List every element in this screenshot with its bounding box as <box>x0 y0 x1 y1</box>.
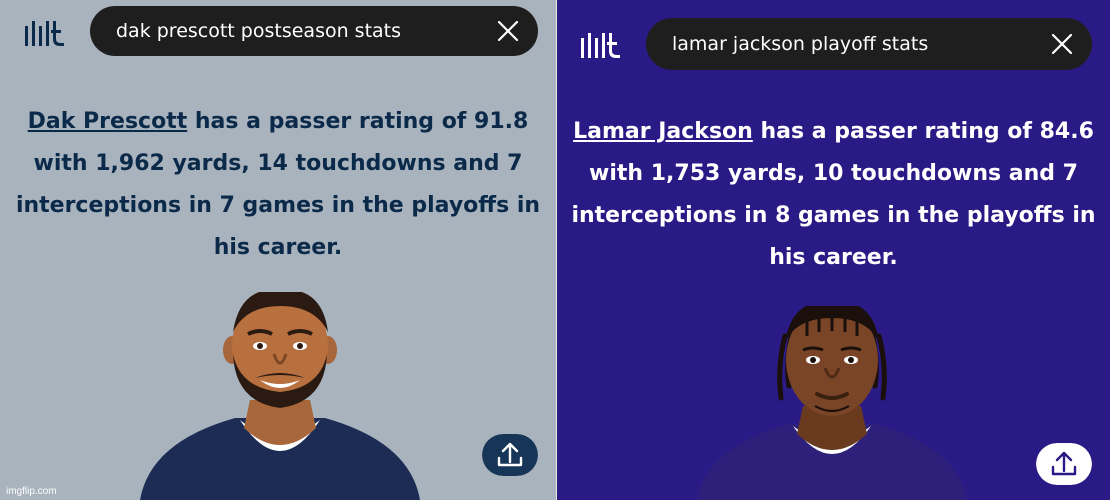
answer-text: Dak Prescott has a passer rating of 91.8… <box>14 101 542 269</box>
player-link[interactable]: Lamar Jackson <box>573 119 753 144</box>
right-panel: lamar jackson playoff stats Lamar Jackso… <box>557 0 1110 500</box>
search-query[interactable]: lamar jackson playoff stats <box>672 33 929 55</box>
share-icon[interactable] <box>1036 443 1092 485</box>
left-panel: dak prescott postseason stats Dak Presco… <box>0 0 556 500</box>
watermark: imgflip.com <box>6 486 57 497</box>
search-bar[interactable]: lamar jackson playoff stats <box>646 18 1092 70</box>
search-bar[interactable]: dak prescott postseason stats <box>90 6 538 56</box>
share-icon[interactable] <box>482 434 538 476</box>
answer-body: has a passer rating of 84.6 with 1,753 y… <box>571 119 1096 270</box>
logo-icon[interactable] <box>22 18 66 48</box>
search-query[interactable]: dak prescott postseason stats <box>116 20 402 42</box>
answer-text: Lamar Jackson has a passer rating of 84.… <box>571 111 1096 279</box>
logo-icon[interactable] <box>578 30 622 60</box>
panel-divider <box>556 0 557 500</box>
close-icon[interactable] <box>496 19 520 43</box>
player-avatar <box>697 306 967 500</box>
player-avatar <box>140 292 420 500</box>
answer-body: has a passer rating of 91.8 with 1,962 y… <box>15 109 541 260</box>
close-icon[interactable] <box>1050 32 1074 56</box>
player-link[interactable]: Dak Prescott <box>27 109 188 134</box>
